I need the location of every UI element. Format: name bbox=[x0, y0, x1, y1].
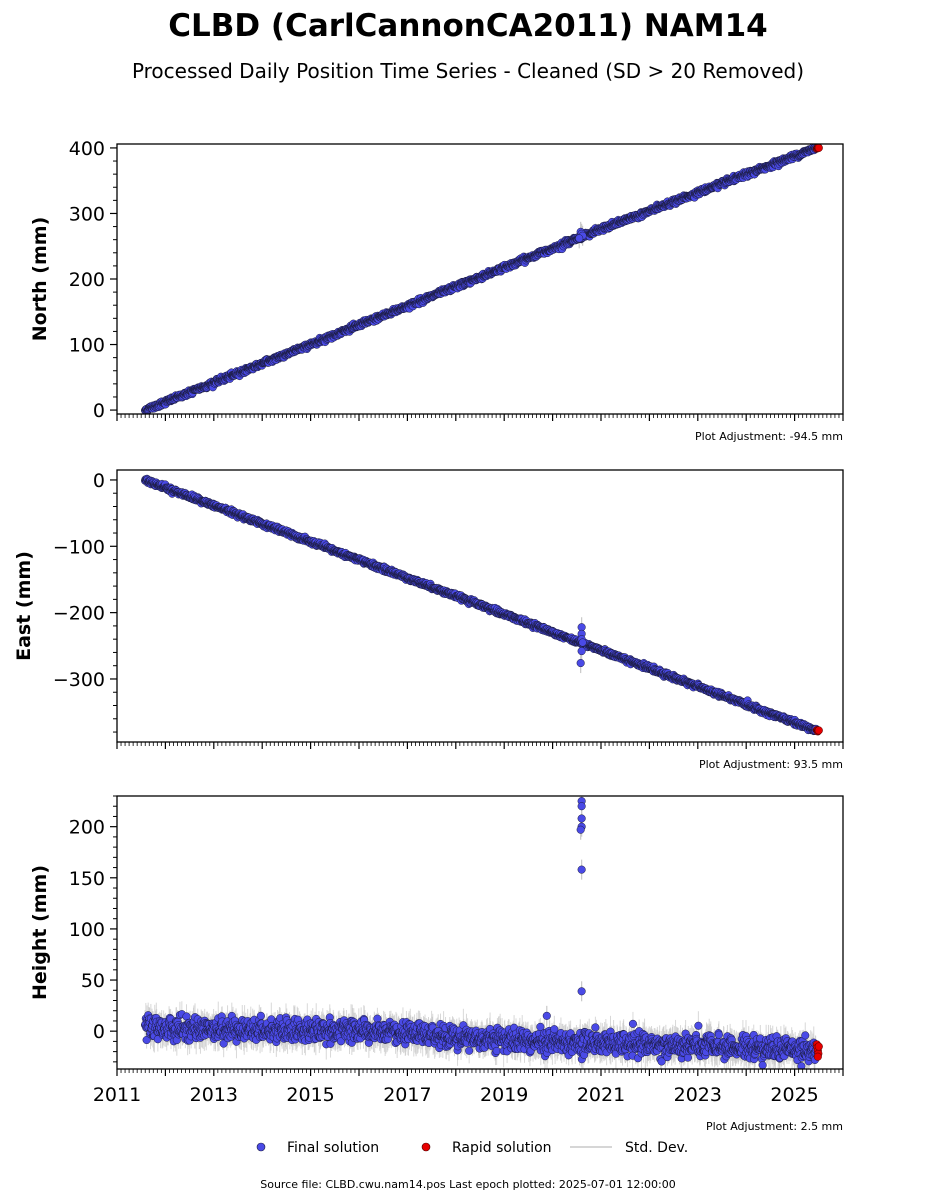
y-tick-label: 300 bbox=[69, 203, 105, 225]
rapid-point bbox=[814, 144, 823, 152]
x-axis-ticks bbox=[116, 414, 844, 421]
rapid-solution-points bbox=[812, 144, 823, 153]
final-outlier-point bbox=[575, 234, 584, 243]
chart-subtitle: Processed Daily Position Time Series - C… bbox=[132, 59, 804, 83]
y-tick-label: 400 bbox=[69, 138, 105, 160]
panels: 0 100 200 300 400 North (mm) Plot Adjustment: … bbox=[13, 138, 844, 1133]
y-tick-label: 200 bbox=[69, 269, 105, 291]
chart-title: CLBD (CarlCannonCA2011) NAM14 bbox=[168, 8, 768, 44]
plot-area bbox=[141, 474, 823, 736]
y-tick-label: 100 bbox=[69, 335, 105, 357]
y-tick-label: 0 bbox=[93, 400, 105, 422]
final-solution-points bbox=[141, 144, 821, 414]
y-axis-label: North (mm) bbox=[29, 217, 51, 342]
y-axis-ticks: 0 100 200 300 400 bbox=[69, 138, 117, 422]
plot-adjustment-note: Plot Adjustment: -94.5 mm bbox=[695, 430, 843, 443]
plot-area bbox=[141, 144, 823, 414]
panel-north: 0 100 200 300 400 North (mm) Plot Adjustment: … bbox=[29, 138, 844, 443]
